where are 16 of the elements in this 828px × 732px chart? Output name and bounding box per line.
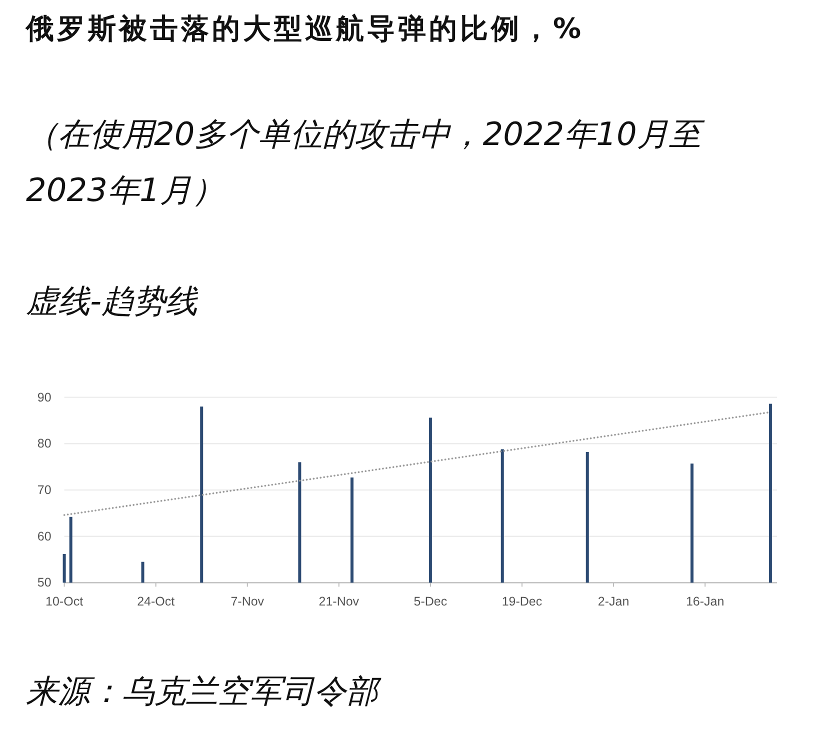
x-tick-label: 10-Oct [46,594,84,609]
annotation: 虚线-趋势线 [26,281,198,322]
y-tick-label: 50 [37,576,52,590]
y-tick-label: 90 [37,390,52,404]
x-tick-label: 19-Dec [502,594,542,609]
x-tick-label: 2-Jan [598,594,630,609]
x-tick-label: 5-Dec [414,594,448,609]
y-tick-label: 60 [37,529,52,544]
x-tick-label: 16-Jan [686,594,724,609]
y-tick-label: 80 [37,436,52,451]
subtitle: （在使用20多个单位的攻击中，2022年10月至2023年1月） [26,106,746,218]
x-tick-label: 7-Nov [230,594,265,609]
title: 俄罗斯被击落的大型巡航导弹的比例，% [26,11,584,47]
x-tick-label: 24-Oct [137,594,176,609]
x-tick-label: 21-Nov [318,594,360,609]
y-tick-label: 70 [37,483,52,497]
